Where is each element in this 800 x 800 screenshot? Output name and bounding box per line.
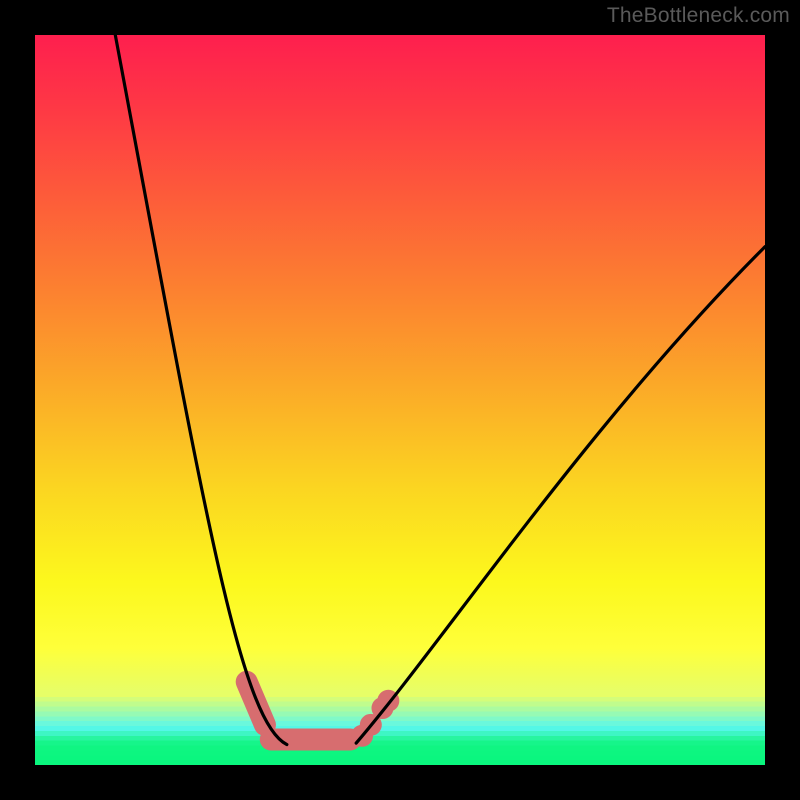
curve-left	[115, 35, 287, 745]
marker-group	[247, 682, 400, 747]
stage: TheBottleneck.com	[0, 0, 800, 800]
curve-right	[356, 247, 765, 743]
chart-svg	[0, 0, 800, 800]
watermark-text: TheBottleneck.com	[607, 4, 790, 28]
